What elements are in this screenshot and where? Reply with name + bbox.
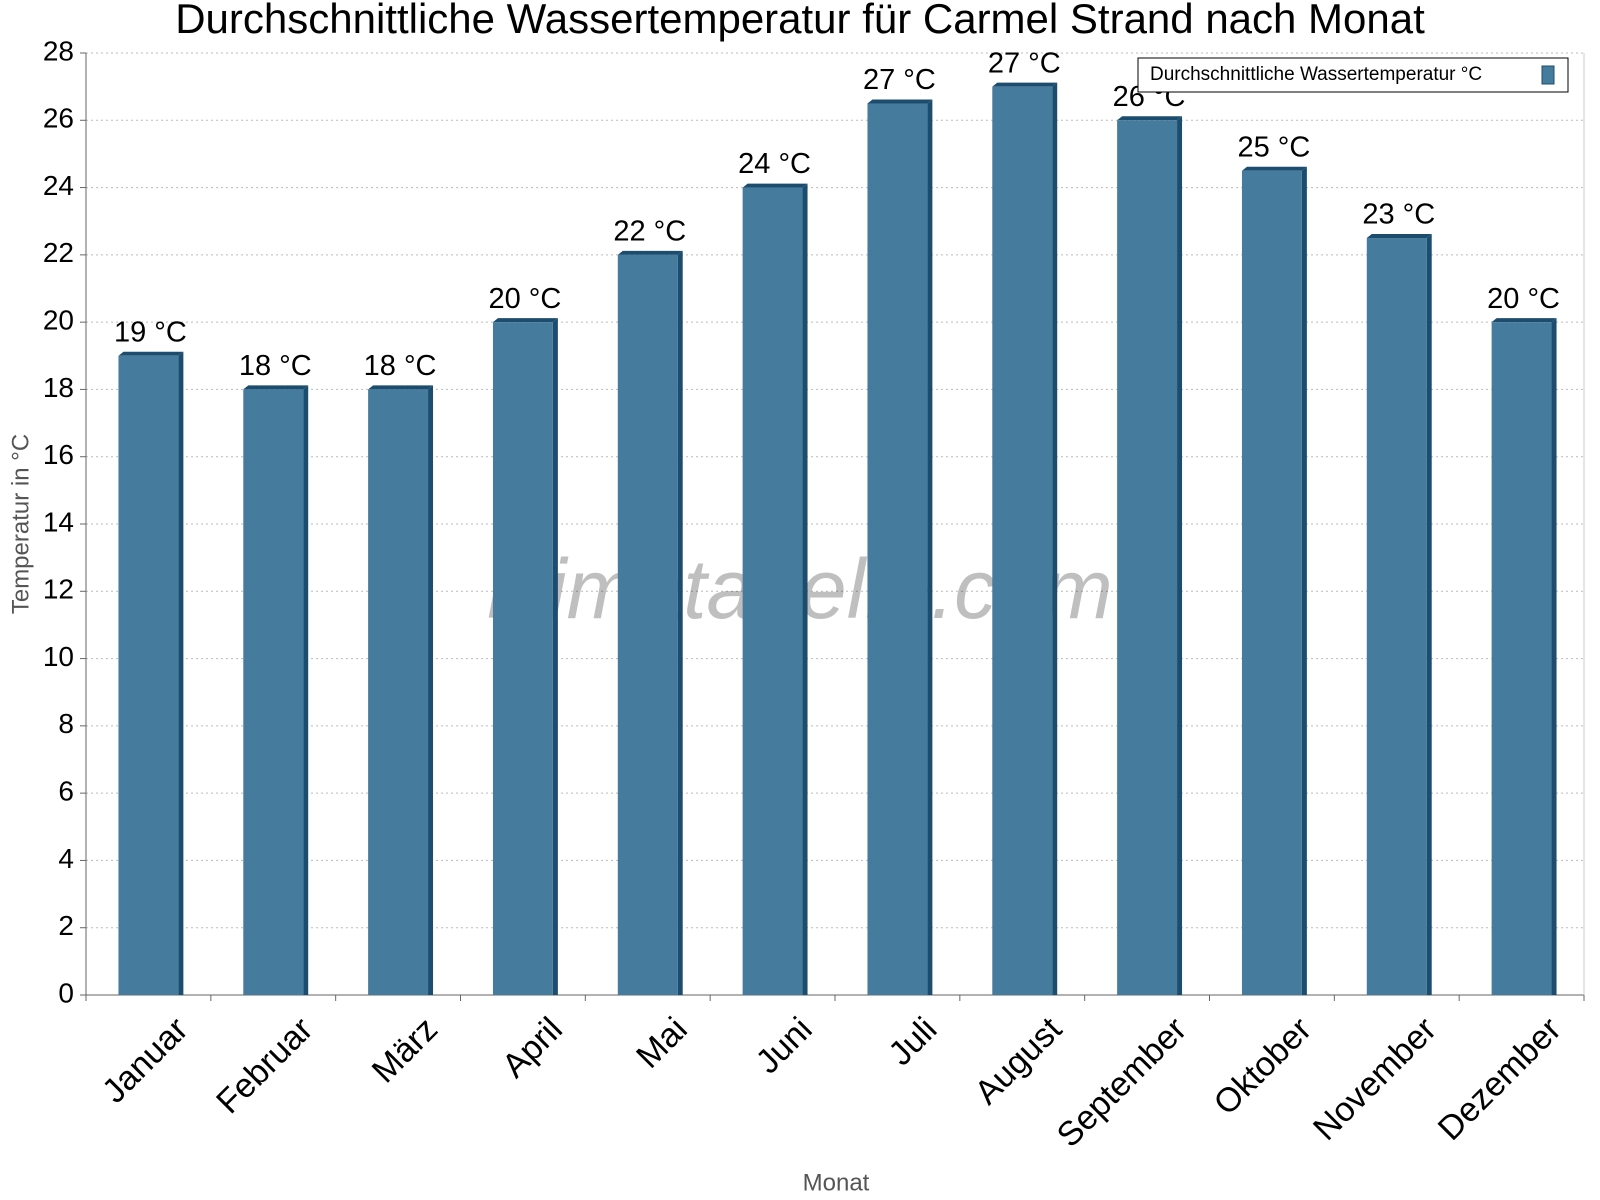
y-tick-label: 6 — [58, 776, 74, 807]
bar-top — [617, 250, 683, 255]
x-tick-label: Oktober — [1207, 1010, 1319, 1122]
x-tick-label: Februar — [209, 1010, 320, 1121]
bar-side — [1551, 318, 1557, 996]
bar-top — [243, 385, 309, 390]
bar — [368, 389, 429, 995]
bar-top — [1117, 116, 1183, 121]
data-label: 23 °C — [1362, 199, 1435, 231]
bar — [1366, 238, 1427, 996]
bar-top — [1366, 234, 1432, 239]
data-label: 18 °C — [364, 350, 437, 382]
y-tick-label: 20 — [43, 305, 74, 336]
bar-side — [1426, 234, 1432, 996]
bar-side — [927, 99, 933, 995]
y-tick-label: 0 — [58, 977, 74, 1008]
y-tick-label: 22 — [43, 237, 74, 268]
x-tick-label: November — [1306, 1010, 1444, 1148]
bar — [742, 187, 803, 996]
data-label: 27 °C — [988, 47, 1061, 79]
bar-side — [428, 385, 434, 995]
data-label: 20 °C — [488, 283, 561, 315]
x-tick-label: Dezember — [1431, 1010, 1569, 1148]
bar-top — [368, 385, 434, 390]
data-label: 25 °C — [1237, 131, 1310, 163]
chart-title: Durchschnittliche Wassertemperatur für C… — [175, 0, 1425, 42]
data-label: 27 °C — [863, 64, 936, 96]
data-label: 19 °C — [114, 316, 187, 348]
bar-side — [802, 183, 808, 996]
bar-side — [1052, 82, 1058, 995]
bar — [1241, 170, 1302, 995]
bar-side — [178, 351, 184, 995]
x-tick-label: März — [365, 1010, 445, 1090]
legend-label: Durchschnittliche Wassertemperatur °C — [1150, 64, 1482, 85]
y-tick-label: 2 — [58, 910, 74, 941]
bar-side — [1301, 166, 1307, 995]
bar-top — [742, 183, 808, 188]
x-tick-label: August — [968, 1010, 1070, 1112]
y-tick-label: 10 — [43, 641, 74, 672]
bar-side — [1177, 116, 1183, 996]
data-label: 20 °C — [1487, 283, 1560, 315]
x-tick-label: Januar — [95, 1010, 195, 1110]
data-label: 24 °C — [738, 148, 811, 180]
bar — [867, 103, 928, 995]
bar — [118, 355, 179, 995]
y-tick-label: 12 — [43, 574, 74, 605]
data-label: 18 °C — [239, 350, 312, 382]
y-tick-label: 8 — [58, 708, 74, 739]
data-label: 22 °C — [613, 216, 686, 248]
y-tick-label: 4 — [58, 843, 74, 874]
bar-side — [677, 250, 683, 995]
x-tick-label: Juni — [749, 1010, 820, 1081]
y-tick-label: 18 — [43, 372, 74, 403]
x-tick-label: Mai — [629, 1010, 695, 1076]
bar-top — [1241, 166, 1307, 171]
y-tick-label: 26 — [43, 103, 74, 134]
y-tick-label: 24 — [43, 170, 74, 201]
bar-top — [867, 99, 933, 104]
bar — [992, 86, 1053, 995]
bar — [1491, 322, 1552, 996]
bar-top — [1491, 318, 1557, 323]
bar — [492, 322, 553, 996]
x-axis-label: Monat — [803, 1169, 870, 1196]
y-axis-label: Temperatur in °C — [7, 434, 34, 614]
bar-side — [303, 385, 309, 995]
y-tick-label: 28 — [43, 35, 74, 66]
bar-side — [552, 318, 558, 996]
x-tick-label: September — [1050, 1010, 1194, 1154]
legend-box — [1137, 57, 1569, 93]
x-tick-label: Juli — [881, 1010, 944, 1073]
bar — [1117, 120, 1178, 996]
bar — [243, 389, 304, 995]
x-tick-label: April — [495, 1010, 570, 1085]
bar-top — [492, 318, 558, 323]
bar-top — [992, 82, 1058, 87]
y-tick-label: 16 — [43, 439, 74, 470]
y-tick-label: 14 — [43, 506, 74, 537]
bar-top — [118, 351, 184, 356]
bar — [617, 254, 678, 995]
legend-swatch — [1541, 65, 1555, 85]
